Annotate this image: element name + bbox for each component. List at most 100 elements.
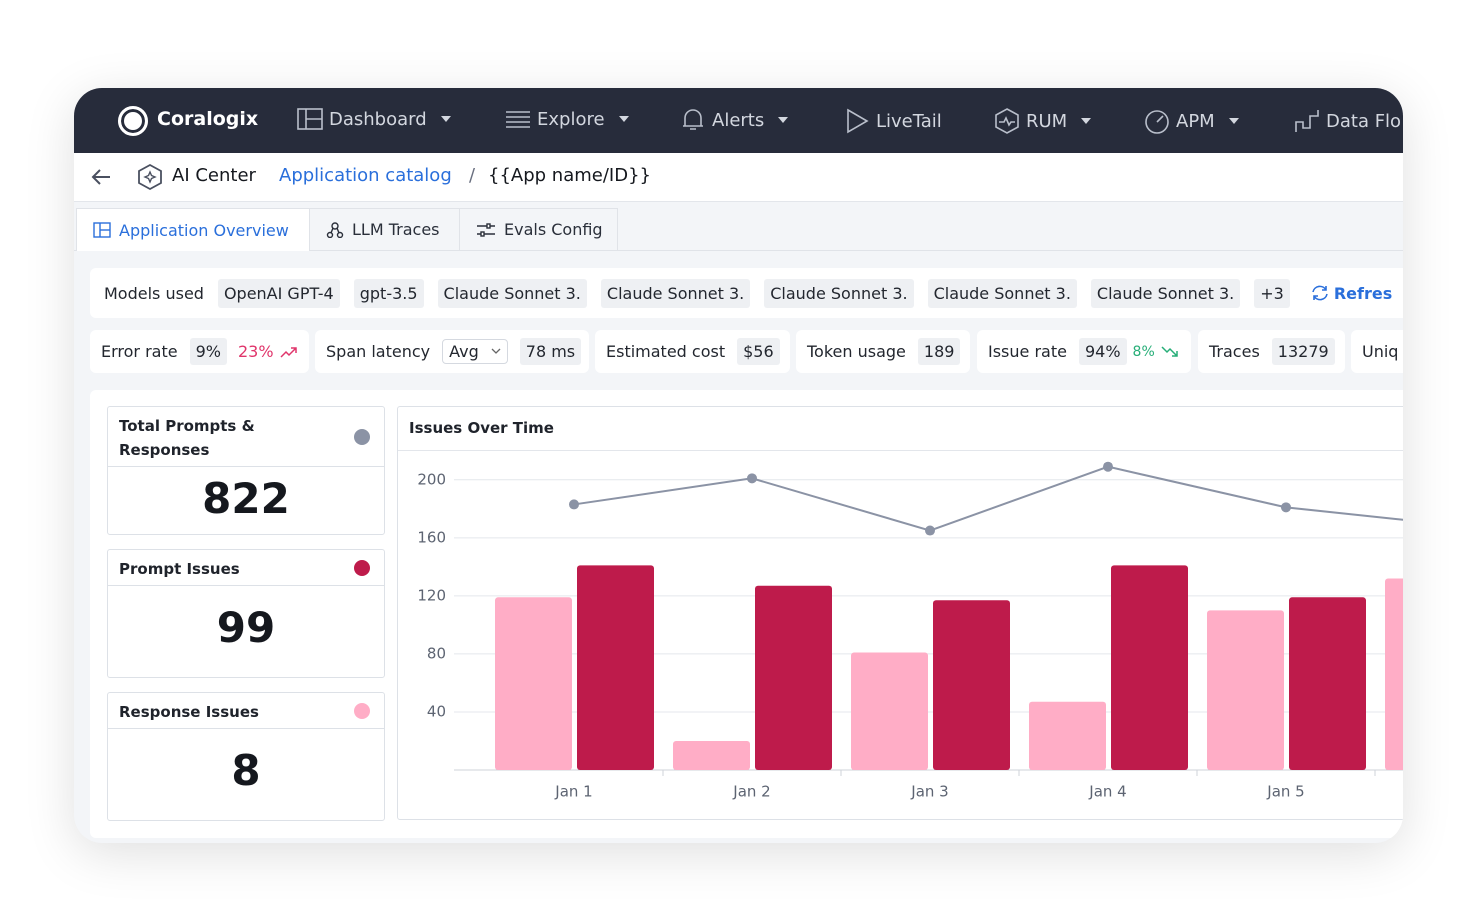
card-title: Total Prompts & Responses bbox=[119, 417, 255, 459]
line-point bbox=[747, 473, 757, 484]
legend-dot bbox=[354, 429, 370, 445]
metric-label: Span latency bbox=[326, 342, 431, 361]
summary-card: Response Issues 8 bbox=[107, 692, 385, 821]
nav-item[interactable]: Alerts bbox=[680, 108, 789, 132]
refresh-button[interactable]: Refres bbox=[1333, 283, 1393, 303]
bar bbox=[755, 585, 832, 770]
select-value: Avg bbox=[449, 342, 479, 361]
model-chip: Claude Sonnet 3. bbox=[600, 278, 751, 308]
nav-item[interactable]: Data Flo bbox=[1294, 108, 1401, 134]
metric-change: 23% bbox=[237, 342, 274, 361]
top-nav: Coralogix Dashboard Explore Alerts LiveT… bbox=[74, 88, 1403, 153]
card-header: Prompt Issues bbox=[108, 550, 384, 586]
bar bbox=[1111, 565, 1188, 770]
chart-title: Issues Over Time bbox=[409, 419, 554, 437]
metric: Estimated cost $56 bbox=[595, 330, 790, 373]
metric: Span latency Avg 78 ms bbox=[315, 330, 589, 373]
brand[interactable]: Coralogix bbox=[157, 108, 259, 130]
metric-label: Traces bbox=[1209, 342, 1260, 361]
crumb-link[interactable]: Application catalog bbox=[279, 165, 452, 186]
card-header: Total Prompts & Responses bbox=[108, 407, 384, 467]
crumb-current: {{App name/ID}} bbox=[488, 165, 651, 186]
metric-label: Uniq bbox=[1362, 342, 1399, 361]
model-chip: Claude Sonnet 3. bbox=[437, 278, 587, 308]
card-title: Response Issues bbox=[119, 703, 259, 721]
card-title: Prompt Issues bbox=[119, 560, 240, 578]
app-window: Coralogix Dashboard Explore Alerts LiveT… bbox=[74, 88, 1403, 843]
chart: 40 80 120 160 200 Jan 1 Jan 2 Jan 3 Jan 4 Jan 5 bbox=[417, 461, 1403, 801]
trend-up bbox=[280, 346, 297, 358]
summary-card: Total Prompts & Responses 822 bbox=[107, 406, 385, 535]
x-tick-label: Jan 4 bbox=[1088, 783, 1126, 801]
bar bbox=[1029, 701, 1106, 770]
bar bbox=[1289, 597, 1366, 770]
tab[interactable]: LLM Traces bbox=[309, 208, 460, 250]
x-tick-label: Jan 5 bbox=[1266, 783, 1304, 801]
tab-label: LLM Traces bbox=[352, 220, 440, 239]
metric: Traces 13279 bbox=[1198, 330, 1345, 373]
metric-change: 8% bbox=[1132, 343, 1155, 360]
bar bbox=[673, 740, 750, 770]
back-button[interactable] bbox=[90, 167, 112, 187]
card-value: 8 bbox=[231, 746, 261, 795]
nav-label: LiveTail bbox=[876, 110, 942, 132]
metric: Uniq bbox=[1351, 330, 1403, 373]
metric-value: 78 ms bbox=[519, 338, 582, 365]
nav-label: RUM bbox=[1026, 110, 1068, 132]
trend-down bbox=[1161, 345, 1178, 357]
bar bbox=[1385, 578, 1403, 770]
nav-item[interactable]: Explore bbox=[505, 108, 629, 130]
nav-label: Explore bbox=[537, 108, 605, 130]
metric-label: Error rate bbox=[101, 342, 178, 361]
card-value: 99 bbox=[216, 603, 276, 652]
nav-label: Dashboard bbox=[329, 108, 427, 130]
model-chip: Claude Sonnet 3. bbox=[764, 278, 914, 308]
summary-card: Prompt Issues 99 bbox=[107, 549, 385, 678]
bar bbox=[577, 565, 654, 770]
nav-label: APM bbox=[1176, 110, 1215, 132]
tab-bar: Application Overview LLM Traces Evals Co… bbox=[74, 202, 1403, 251]
metric-value: $56 bbox=[737, 338, 780, 365]
bar bbox=[495, 597, 572, 770]
line-series bbox=[573, 465, 1403, 532]
metric-value: 13279 bbox=[1271, 338, 1335, 365]
bar bbox=[851, 652, 928, 770]
more-chip[interactable]: +3 bbox=[1254, 278, 1290, 308]
tab[interactable]: Application Overview bbox=[76, 208, 310, 251]
metric-label: Token usage bbox=[807, 342, 906, 361]
metric-label: Estimated cost bbox=[606, 342, 726, 361]
tab-label: Application Overview bbox=[119, 220, 289, 240]
nav-item[interactable]: Dashboard bbox=[297, 108, 451, 130]
metric: Error rate 9% 23% bbox=[90, 330, 309, 373]
metric-value: 94% bbox=[1078, 338, 1127, 365]
refresh-icon bbox=[1312, 285, 1328, 301]
model-chip: Claude Sonnet 3. bbox=[1090, 278, 1241, 308]
aggregation-select[interactable]: Avg bbox=[442, 339, 508, 364]
crumb-section: AI Center bbox=[172, 165, 256, 186]
tab[interactable]: Evals Config bbox=[459, 208, 618, 250]
ai-icon bbox=[138, 163, 162, 191]
metric-label: Issue rate bbox=[988, 342, 1067, 361]
x-tick-label: Jan 1 bbox=[554, 783, 592, 801]
legend-dot bbox=[354, 560, 370, 576]
nav-item[interactable]: RUM bbox=[994, 108, 1092, 134]
nav-item[interactable]: APM bbox=[1144, 108, 1239, 134]
nav-label: Alerts bbox=[712, 109, 765, 131]
model-chip: gpt-3.5 bbox=[353, 278, 424, 308]
line-point bbox=[925, 525, 935, 536]
nav-item[interactable]: LiveTail bbox=[844, 108, 942, 134]
bar bbox=[1207, 610, 1284, 770]
y-tick-label: 160 bbox=[417, 528, 446, 546]
chart-header-divider bbox=[398, 450, 1403, 451]
nav-label: Data Flo bbox=[1326, 110, 1402, 132]
x-tick-label: Jan 2 bbox=[732, 783, 770, 801]
chart-panel: Issues Over Time 40 80 120 160 200 Jan 1 Jan 2… bbox=[397, 406, 1403, 820]
card-value: 822 bbox=[202, 474, 290, 523]
legend-dot bbox=[354, 703, 370, 719]
y-tick-label: 40 bbox=[427, 702, 446, 720]
card-header: Response Issues bbox=[108, 693, 384, 729]
model-chip: OpenAI GPT-4 bbox=[217, 278, 340, 308]
metric: Token usage 189 bbox=[796, 330, 970, 373]
models-label: Models used bbox=[104, 283, 204, 303]
